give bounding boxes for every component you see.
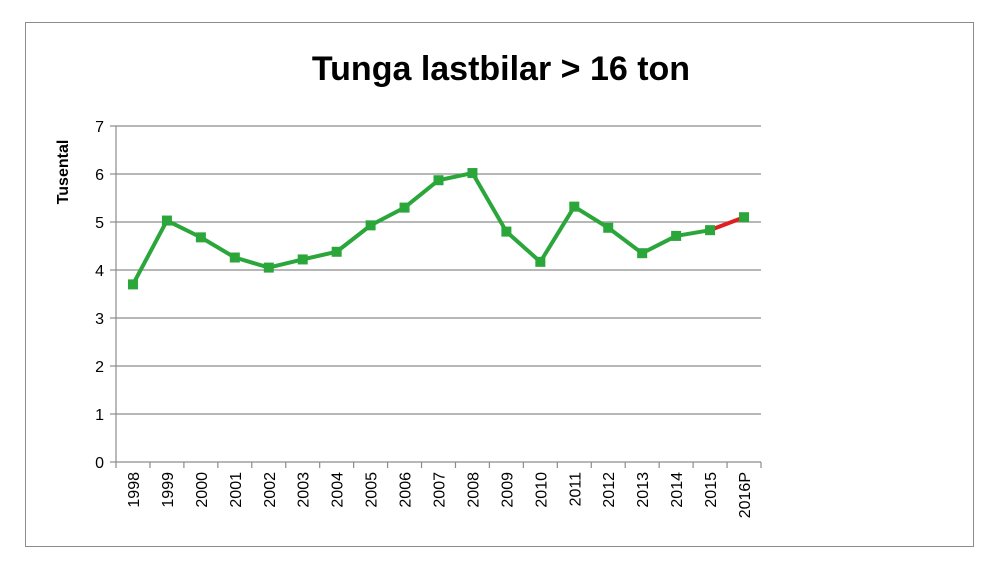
x-tick-label: 1998 bbox=[126, 472, 143, 508]
y-tick-label: 0 bbox=[95, 455, 104, 472]
x-tick-label: 2000 bbox=[194, 472, 211, 508]
data-point-marker bbox=[671, 230, 682, 241]
data-point-marker bbox=[739, 212, 750, 223]
data-point-marker bbox=[637, 248, 648, 259]
data-point-marker bbox=[297, 254, 308, 265]
data-point-marker bbox=[127, 279, 138, 290]
y-tick-label: 2 bbox=[95, 359, 104, 376]
x-tick-label: 2003 bbox=[296, 472, 313, 508]
data-point-marker bbox=[535, 256, 546, 267]
data-point-marker bbox=[161, 215, 172, 226]
data-point-marker bbox=[365, 220, 376, 231]
x-tick-label: 2002 bbox=[262, 472, 279, 508]
data-point-marker bbox=[229, 252, 240, 263]
x-tick-label: 2004 bbox=[330, 472, 347, 508]
chart-frame: Tunga lastbilar > 16 ton Tusental 0 1 2 3 4 5… bbox=[25, 22, 974, 547]
y-axis-title: Tusental bbox=[55, 140, 72, 205]
data-point-marker bbox=[433, 175, 444, 186]
x-tick-label: 2016P bbox=[737, 472, 754, 518]
y-tick-label: 3 bbox=[95, 311, 104, 328]
x-tick-label: 2001 bbox=[228, 472, 245, 508]
x-tick-label: 2011 bbox=[567, 472, 584, 507]
axes: 0 1 2 3 4 5 6 7 1998 1999 2000 2001 2002 2003 2004 2005… bbox=[95, 119, 762, 518]
data-point-marker bbox=[331, 246, 342, 257]
x-tick-label: 2005 bbox=[364, 472, 381, 508]
x-tick-label: 2008 bbox=[465, 472, 482, 508]
y-tick-label: 1 bbox=[95, 407, 104, 424]
series-line-forecast bbox=[708, 215, 747, 233]
data-point-marker bbox=[603, 222, 614, 233]
gridlines bbox=[116, 125, 761, 415]
line-chart: Tunga lastbilar > 16 ton Tusental 0 1 2 3 4 5… bbox=[55, 50, 762, 518]
data-point-marker bbox=[569, 201, 580, 212]
y-tick-label: 7 bbox=[95, 119, 104, 136]
x-tick-label: 2013 bbox=[635, 472, 652, 508]
y-tick-label: 4 bbox=[95, 263, 104, 280]
y-tick-label: 6 bbox=[95, 167, 104, 184]
x-tick-label: 2012 bbox=[601, 472, 618, 508]
data-markers bbox=[127, 168, 750, 290]
series-line-actual bbox=[130, 171, 713, 287]
data-point-marker bbox=[263, 262, 274, 273]
x-tick-label: 2015 bbox=[703, 472, 720, 508]
data-point-marker bbox=[705, 225, 716, 236]
data-point-marker bbox=[195, 232, 206, 243]
x-tick-label: 2006 bbox=[398, 472, 415, 508]
series-line bbox=[130, 171, 747, 287]
data-point-marker bbox=[467, 168, 478, 179]
x-tick-label: 1999 bbox=[160, 472, 177, 508]
x-tick-label: 2010 bbox=[533, 472, 550, 508]
x-tick-label: 2014 bbox=[669, 472, 686, 508]
x-tick-label: 2007 bbox=[432, 472, 449, 508]
y-tick-label: 5 bbox=[95, 215, 104, 232]
data-point-marker bbox=[501, 226, 512, 237]
x-tick-label: 2009 bbox=[499, 472, 516, 508]
data-point-marker bbox=[399, 202, 410, 213]
chart-title: Tunga lastbilar > 16 ton bbox=[312, 50, 690, 88]
